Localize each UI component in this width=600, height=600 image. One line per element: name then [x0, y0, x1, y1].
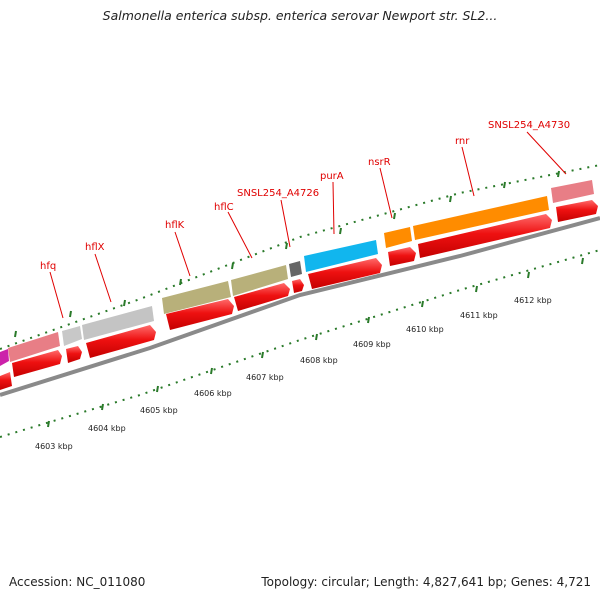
- kbp-label: 4607 kbp: [246, 373, 284, 382]
- feature-magenta: [0, 349, 9, 366]
- gene-label-snsl254-a4730: SNSL254_A4730: [488, 120, 570, 131]
- kbp-label: 4611 kbp: [460, 311, 498, 320]
- outer-dot-track: [0, 164, 600, 350]
- feature-nsrr-orange: [384, 227, 412, 248]
- cds-arrow: [86, 325, 156, 358]
- cds-arrow: [308, 258, 382, 289]
- kbp-label: 4612 kbp: [514, 296, 552, 305]
- feature-hfq-pink: [8, 332, 60, 362]
- kbp-label: 4604 kbp: [88, 424, 126, 433]
- cds-arrow: [292, 279, 304, 293]
- gene-label-nsrr: nsrR: [368, 157, 391, 168]
- kbp-label: 4610 kbp: [406, 325, 444, 334]
- feature-track-top: [0, 180, 594, 366]
- cds-arrow: [166, 299, 234, 330]
- feature-hfq-gray: [62, 326, 82, 346]
- cds-arrow: [388, 247, 416, 266]
- feature-hflx-gray: [82, 306, 154, 340]
- accession-text: Accession: NC_011080: [9, 575, 146, 589]
- scale-major-ticks: [47, 257, 584, 428]
- cds-arrow: [556, 200, 598, 222]
- label-leaders: [49, 131, 567, 319]
- feature-rnr-orange: [413, 196, 549, 240]
- gene-label-rnr: rnr: [455, 136, 470, 147]
- gene-label-snsl254-a4726: SNSL254_A4726: [237, 188, 319, 199]
- kbp-label: 4609 kbp: [353, 340, 391, 349]
- kbp-label: 4603 kbp: [35, 442, 73, 451]
- gene-label-pura: purA: [320, 171, 344, 182]
- feature-hflk-olive: [162, 281, 231, 314]
- cds-arrow: [0, 372, 12, 390]
- cds-arrow: [234, 283, 290, 311]
- feature-pura-cyan: [304, 240, 378, 272]
- gene-label-hflc: hflC: [214, 202, 234, 213]
- outer-major-ticks: [14, 170, 560, 338]
- scale-dot-track: [0, 249, 600, 438]
- cds-track: [0, 200, 598, 390]
- cds-arrow: [418, 214, 552, 258]
- cds-arrow: [66, 346, 82, 363]
- kbp-label: 4605 kbp: [140, 406, 178, 415]
- feature-a4730-pink: [551, 180, 594, 203]
- feature-a4726-darkgray: [289, 261, 302, 277]
- feature-hflc-olive: [231, 265, 288, 296]
- kbp-label: 4608 kbp: [300, 356, 338, 365]
- kbp-label: 4606 kbp: [194, 389, 232, 398]
- gene-label-hfq: hfq: [40, 261, 56, 272]
- gene-label-hflk: hflK: [165, 220, 185, 231]
- gene-labels: hfq hflX hflK hflC SNSL254_A4726 purA ns…: [40, 120, 570, 272]
- genome-title: Salmonella enterica subsp. enterica sero…: [102, 8, 498, 23]
- cds-arrow: [12, 350, 62, 377]
- genome-backbone: [0, 216, 600, 397]
- topology-text: Topology: circular; Length: 4,827,641 bp…: [261, 575, 591, 589]
- kbp-scale-labels: 4603 kbp 4604 kbp 4605 kbp 4606 kbp 4607…: [35, 296, 552, 451]
- gene-label-hflx: hflX: [85, 242, 105, 253]
